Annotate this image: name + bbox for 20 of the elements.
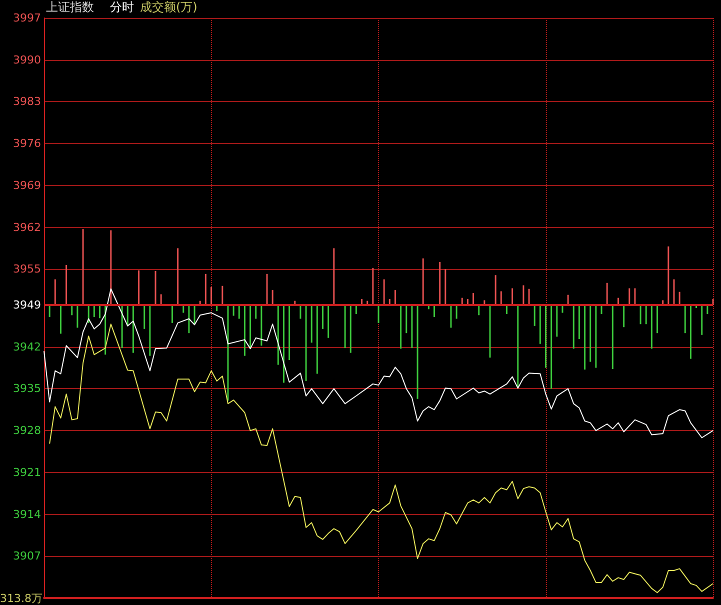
line-series	[49, 324, 714, 594]
line-series	[44, 288, 714, 438]
chart-subtitle: 分时	[110, 0, 134, 14]
text: 成交额(万)	[140, 0, 198, 14]
text: 313.8万	[0, 592, 42, 605]
y-tick-label: 3942	[13, 340, 41, 354]
y-tick-label: 3990	[13, 53, 41, 66]
y-tick-label: 3935	[13, 382, 41, 396]
y-tick-label: 3997	[13, 12, 41, 24]
y-tick-label: 3969	[13, 178, 41, 192]
y-tick-label: 3955	[13, 262, 41, 276]
y-tick-label: 3962	[13, 220, 41, 234]
y-tick-label: 3928	[13, 424, 41, 438]
y-tick-label: 3983	[13, 95, 41, 108]
y-tick-label: 3949	[13, 298, 41, 312]
y-tick-label: 3914	[13, 508, 41, 521]
y-tick-label: 3907	[13, 550, 41, 563]
y-tick-label: 3976	[13, 137, 41, 150]
chart-title: 上证指数	[46, 0, 94, 14]
y-tick-label: 3921	[13, 466, 41, 479]
